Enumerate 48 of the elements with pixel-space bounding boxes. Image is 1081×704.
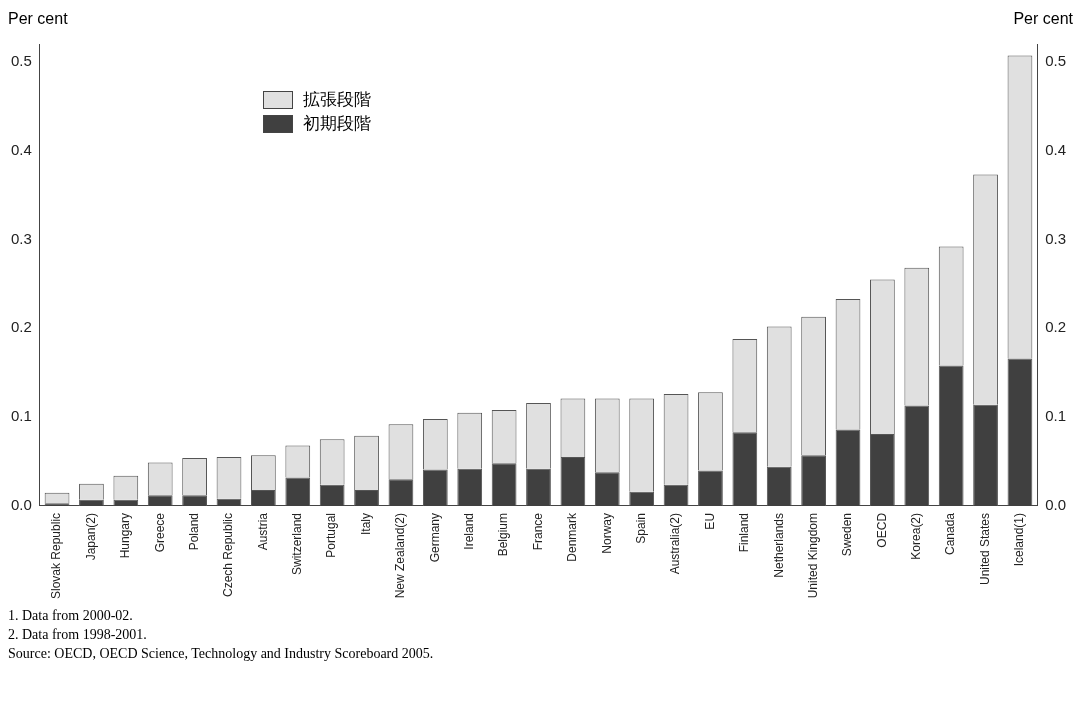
text: 2. Data from 1998-2001. bbox=[8, 626, 148, 644]
x-tick-label: Greece bbox=[152, 512, 167, 553]
y2-tick-label: 0.0 bbox=[1045, 496, 1067, 514]
y2-axis-title: Per cent bbox=[1013, 10, 1073, 28]
x-tick-label: Canada bbox=[943, 512, 958, 555]
x-tick-label: United Kingdom bbox=[805, 512, 820, 599]
x-tick-label: Ireland bbox=[462, 512, 477, 550]
text: 1. Data from 2000-02. bbox=[8, 607, 134, 625]
y2-tick-label: 0.4 bbox=[1045, 140, 1067, 158]
x-tick-label: Norway bbox=[599, 512, 614, 554]
x-tick-label: Denmark bbox=[565, 511, 580, 562]
legend-label: 拡張段階 bbox=[303, 89, 371, 111]
y-tick-label: 0.0 bbox=[10, 496, 32, 514]
y2-tick-label: 0.3 bbox=[1045, 229, 1067, 247]
x-tick-label: Portugal bbox=[324, 512, 339, 558]
x-tick-label: Korea(2) bbox=[909, 512, 924, 560]
x-tick-label: Japan(2) bbox=[83, 512, 98, 561]
x-tick-label: Australia(2) bbox=[668, 512, 683, 575]
x-tick-label: Slovak Republic bbox=[49, 512, 64, 599]
x-tick-label: Sweden bbox=[840, 512, 855, 557]
x-tick-label: Poland bbox=[186, 512, 201, 551]
x-tick-label: EU bbox=[702, 512, 717, 530]
x-tick-label: Spain bbox=[633, 512, 648, 544]
y2-tick-label: 0.1 bbox=[1045, 407, 1067, 425]
x-tick-label: Switzerland bbox=[290, 512, 305, 575]
x-tick-label: Italy bbox=[358, 512, 373, 535]
y2-tick-label: 0.2 bbox=[1045, 318, 1067, 336]
x-tick-label: Hungary bbox=[118, 512, 133, 559]
x-tick-label: Iceland(1) bbox=[1012, 512, 1027, 567]
y2-tick-label: 0.5 bbox=[1045, 51, 1067, 69]
y-tick-label: 0.1 bbox=[10, 407, 32, 425]
y-axis-title: Per cent bbox=[8, 10, 68, 28]
x-tick-label: Belgium bbox=[496, 512, 511, 557]
x-tick-label: France bbox=[530, 512, 545, 551]
source-note: Source: OECD, OECD Science, Technology and Industry Scoreboard 2005. bbox=[8, 645, 435, 663]
x-tick-label: OECD bbox=[874, 512, 889, 548]
y-tick-label: 0.3 bbox=[10, 229, 32, 247]
x-tick-label: New Zealand(2) bbox=[393, 512, 408, 599]
x-tick-label: Austria bbox=[255, 512, 270, 551]
x-tick-label: Netherlands bbox=[771, 512, 786, 578]
y-tick-label: 0.5 bbox=[10, 51, 32, 69]
x-tick-label: Finland bbox=[737, 512, 752, 553]
legend-label: 初期段階 bbox=[303, 113, 371, 135]
x-tick-label: United States bbox=[977, 512, 992, 585]
x-tick-label: Germany bbox=[427, 512, 442, 563]
y-tick-label: 0.2 bbox=[10, 318, 32, 336]
x-tick-label: Czech Republic bbox=[221, 512, 236, 597]
y-tick-label: 0.4 bbox=[10, 140, 32, 158]
